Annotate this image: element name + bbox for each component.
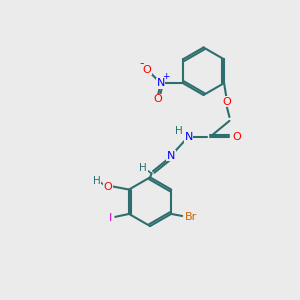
Text: O: O [232, 132, 241, 142]
Text: H: H [140, 163, 147, 173]
Text: O: O [222, 97, 231, 106]
Text: N: N [156, 78, 165, 88]
Text: N: N [167, 151, 175, 160]
Text: I: I [109, 213, 112, 224]
Text: O: O [104, 182, 112, 192]
Text: O: O [143, 65, 152, 75]
Text: Br: Br [184, 212, 196, 222]
Text: N: N [184, 132, 193, 142]
Text: H: H [175, 126, 183, 136]
Text: -: - [139, 57, 143, 70]
Text: +: + [162, 72, 170, 81]
Text: H: H [93, 176, 101, 186]
Text: O: O [153, 94, 162, 104]
